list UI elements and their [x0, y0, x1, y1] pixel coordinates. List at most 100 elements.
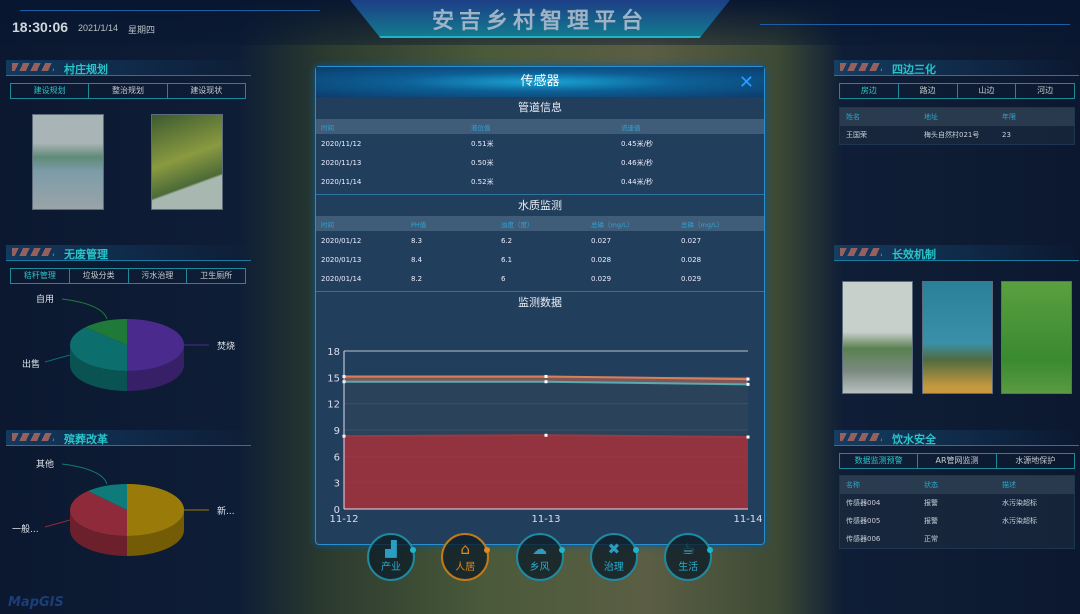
data-point[interactable] — [746, 377, 750, 381]
cell: 0.52米 — [471, 177, 494, 186]
modal-header: 传感器 — [316, 67, 764, 97]
cell: 0.50米 — [471, 158, 494, 167]
pie-slice[interactable] — [70, 491, 127, 536]
pie-slice[interactable] — [69, 327, 127, 371]
funeral-reform-panel: 殡葬改革 — [6, 430, 251, 446]
cell: 报警 — [924, 499, 938, 507]
y-tick-label: 0 — [334, 505, 340, 516]
cell: 传感器006 — [846, 535, 881, 543]
cell: 0.51米 — [471, 139, 494, 148]
zero-waste-pie-chart — [44, 298, 209, 391]
data-point[interactable] — [746, 435, 750, 439]
cell: 2020/01/12 — [321, 236, 362, 245]
cell: 0.027 — [591, 236, 612, 245]
monitor-section-title: 监测数据 — [316, 291, 764, 313]
cell: 8.2 — [411, 274, 423, 283]
pie-slice[interactable] — [127, 319, 184, 371]
cell: 0.028 — [681, 255, 702, 264]
cell: 梅头自然村021号 — [924, 131, 980, 139]
panel-title: 无废管理 — [64, 248, 108, 261]
water-section-title: 水质监测 — [316, 194, 764, 216]
nav-landscape[interactable]: ☁ 乡风 — [515, 533, 565, 581]
table-row[interactable]: 传感器004 报警 水污染超标 — [840, 494, 1074, 512]
tab-data-monitoring[interactable]: 数据监测预警 — [840, 454, 919, 468]
table-row[interactable]: 2020/01/13 8.4 6.1 0.028 0.028 — [316, 250, 764, 269]
four-sides-panel: 四边三化 房边 路边 山边 河边 姓名 地址 年限 王国荣 梅头自然村021号 23 — [834, 60, 1079, 145]
table-row[interactable]: 传感器005 报警 水污染超标 — [840, 512, 1074, 530]
pie-slice-side — [70, 510, 127, 556]
weekday: 星期四 — [128, 25, 156, 35]
tab-house-side[interactable]: 房边 — [840, 84, 899, 98]
pie-slice[interactable] — [127, 484, 184, 536]
header-line-right — [760, 24, 1070, 25]
panel-title: 殡葬改革 — [64, 433, 108, 446]
tab-toilet[interactable]: 卫生厕所 — [200, 271, 233, 280]
zero-waste-panel: 无废管理 秸秆管理 垃圾分类 污水治理 卫生厕所 — [6, 245, 251, 284]
poster-image[interactable] — [922, 281, 993, 394]
landscape-icon: ☁ — [532, 540, 548, 558]
tab-water-source-protection[interactable]: 水源地保护 — [1015, 456, 1056, 465]
tab-renovation-plan[interactable]: 整治规划 — [89, 84, 168, 98]
four-sides-table: 姓名 地址 年限 王国荣 梅头自然村021号 23 — [839, 107, 1075, 145]
nav-label: 乡风 — [529, 562, 550, 573]
cell: 报警 — [924, 517, 938, 525]
tab-mountain-side[interactable]: 山边 — [958, 84, 1017, 98]
tab-construction-plan[interactable]: 建设规划 — [11, 84, 90, 98]
planning-document-image[interactable] — [32, 114, 104, 210]
table-row[interactable]: 2020/11/14 0.52米 0.44米/秒 — [316, 172, 764, 191]
cell: 0.029 — [681, 274, 702, 283]
header-line-left — [20, 10, 320, 11]
water-quality-table: 时间 PH值 浊度（度） 总磷（mg/L） 总磷（mg/L） 2020/01/12 8.3 6… — [316, 216, 764, 288]
col-name: 姓名 — [846, 113, 860, 121]
panel-header: 村庄规划 — [6, 60, 251, 76]
tab-straw[interactable]: 秸秆管理 — [11, 269, 70, 283]
table-row[interactable]: 2020/01/12 8.3 6.2 0.027 0.027 — [316, 231, 764, 250]
tab-ar-pipe-monitoring[interactable]: AR管网监测 — [918, 454, 997, 468]
y-tick-label: 3 — [334, 479, 340, 490]
stripes-icon — [840, 433, 882, 441]
data-point[interactable] — [544, 374, 548, 378]
pie-label: 一般... — [12, 525, 39, 535]
nav-label: 生活 — [678, 562, 699, 573]
data-point[interactable] — [544, 433, 548, 437]
tab-construction-status[interactable]: 建设现状 — [190, 86, 223, 95]
indicator-dot — [632, 547, 639, 553]
table-header: 姓名 地址 年限 — [840, 108, 1074, 126]
cell: 水污染超标 — [1002, 517, 1037, 525]
modal-title: 传感器 — [520, 74, 560, 89]
table-row[interactable]: 2020/11/12 0.51米 0.45米/秒 — [316, 134, 764, 153]
stripes-icon — [840, 63, 882, 71]
nav-house[interactable]: ⌂ 人居 — [441, 533, 491, 581]
nav-coffee-cup[interactable]: ☕ 生活 — [664, 533, 714, 581]
date: 2021/1/14 — [78, 23, 119, 33]
poster-image[interactable] — [1001, 281, 1072, 394]
table-row[interactable]: 王国荣 梅头自然村021号 23 — [840, 126, 1074, 144]
tab-river-side[interactable]: 河边 — [1037, 86, 1054, 95]
indicator-dot — [484, 547, 491, 553]
close-icon[interactable]: ✕ — [738, 72, 754, 93]
pie-slice[interactable] — [85, 319, 127, 345]
pipe-section-title: 管道信息 — [518, 101, 562, 114]
tab-sewage[interactable]: 污水治理 — [129, 269, 188, 283]
cell: 6.1 — [501, 255, 513, 264]
poster-image[interactable] — [842, 281, 913, 394]
pie-slice[interactable] — [87, 484, 127, 510]
pipe-table: 时间 液位值 流速值 2020/11/12 0.51米 0.45米/秒 2020/11/13… — [316, 119, 764, 191]
y-tick-label: 12 — [327, 400, 340, 411]
tab-road-side[interactable]: 路边 — [899, 84, 958, 98]
data-point[interactable] — [544, 380, 548, 384]
column-header: 时间 — [321, 123, 334, 132]
table-row[interactable]: 2020/11/13 0.50米 0.46米/秒 — [316, 153, 764, 172]
nav-tools[interactable]: ✖ 治理 — [589, 533, 639, 581]
planning-document-image[interactable] — [151, 114, 223, 210]
nav-factory[interactable]: ▟ 产业 — [367, 533, 416, 581]
tab-garbage[interactable]: 垃圾分类 — [70, 269, 129, 283]
cell: 0.027 — [681, 236, 702, 245]
table-row[interactable]: 传感器006 正常 — [840, 530, 1074, 548]
coffee-cup-icon: ☕ — [681, 540, 695, 558]
x-tick-label: 11-12 — [329, 514, 358, 525]
cell: 6.2 — [501, 236, 513, 245]
table-row[interactable]: 2020/01/14 8.2 6 0.029 0.029 — [316, 269, 764, 288]
column-header: 总磷（mg/L） — [681, 220, 724, 229]
data-point[interactable] — [746, 382, 750, 386]
